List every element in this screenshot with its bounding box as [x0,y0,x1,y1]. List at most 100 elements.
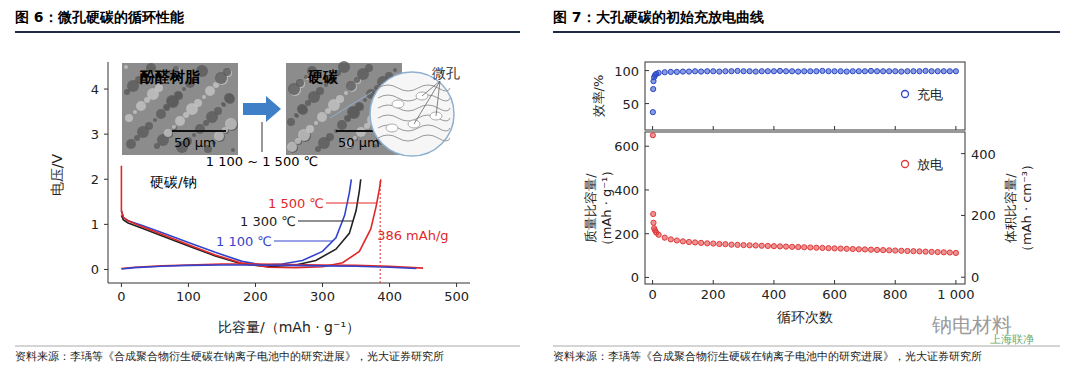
data-point [826,246,831,251]
y2-axis-label: （mAh · cm⁻³） [1019,158,1034,258]
sem-texture [344,91,348,95]
source-note: 资料来源：李瑀等《合成聚合物衍生硬碳在钠离子电池中的研究进展》，光大证券研究所 [15,350,444,363]
sem-texture [153,118,157,122]
y2-tick-label: 400 [971,147,996,162]
y-tick [645,233,649,234]
sem-texture [205,86,215,96]
micropore [392,100,404,108]
sem-texture [222,103,226,107]
data-point [868,68,873,73]
data-point [832,246,837,251]
data-point [699,240,704,245]
sem-texture [163,104,169,110]
sem-texture [295,138,301,144]
sem-image [122,63,238,155]
pore-pointer [422,81,440,96]
sem-texture [346,81,356,91]
pore-label: 微孔 [432,65,460,81]
y2-tick [961,215,965,216]
sem-texture [173,126,177,130]
x-tick-label: 200 [701,287,726,302]
data-point [923,68,928,73]
data-point [729,242,734,247]
zoom-circle [370,72,454,156]
background [0,0,1072,372]
data-point [711,69,716,74]
data-point [699,69,704,74]
sem-texture [297,104,307,114]
data-point [777,244,782,249]
sem-texture [315,146,321,152]
data-point [941,69,946,74]
sem-texture [175,116,185,126]
y-tick [645,277,649,278]
sem-texture [287,142,297,152]
data-point [662,235,667,240]
data-point [771,69,776,74]
data-point [753,243,758,248]
data-point [802,245,807,250]
data-point [651,220,656,225]
data-point [723,242,728,247]
legend-label: 放电 [917,157,943,172]
inset-label: 硬碳 [307,68,339,86]
curve-pointer [298,221,353,222]
data-point [935,249,940,254]
data-point [881,248,886,253]
y-tick [104,134,108,135]
sem-texture [354,77,360,83]
x-tick-label: 1 000 [937,287,974,302]
y-tick-label: 400 [614,183,639,198]
sem-texture [225,94,235,104]
x-tick [895,280,896,284]
data-point [862,247,867,252]
y-tick-label: 1 [91,217,99,232]
data-point [953,69,958,74]
data-point [905,69,910,74]
data-point [929,69,934,74]
data-point [868,247,873,252]
sem-texture [231,148,235,152]
y2-tick-label: 200 [971,208,996,223]
sem-texture [124,65,128,69]
x-tick [773,126,774,130]
data-point [850,69,855,74]
data-point [917,249,922,254]
data-point [796,244,801,249]
points [650,68,958,114]
y-tick [104,269,108,270]
data-point [838,246,843,251]
data-point [747,69,752,74]
sem-texture [136,101,146,111]
curve-label: 1 500 ℃ [268,196,324,211]
data-point [814,69,819,74]
x-tick-label: 200 [243,289,268,304]
data-point [668,69,673,74]
panel: 50100效率/%充电 [591,62,965,130]
source-rule [15,346,520,347]
scale-bar-label: 50 μm [174,135,216,150]
micropore [386,124,398,132]
data-point [802,69,807,74]
x-tick-label: 100 [176,289,201,304]
data-point [947,69,952,74]
sem-texture [287,118,295,126]
source-note: 资料来源：李瑀等《合成聚合物衍生硬碳在钠离子电池中的研究进展》，光大证券研究所 [553,350,982,363]
data-point [765,243,770,248]
data-point [953,250,958,255]
data-point [735,68,740,73]
sem-texture [314,121,318,125]
scale-bar [172,130,226,132]
watermark: 上海联净 [990,333,1034,346]
legend-marker [902,91,909,98]
y2-tick-label: 0 [971,270,979,285]
data-point [650,133,655,138]
sem-texture [156,109,166,119]
legend-label: 充电 [917,87,943,102]
data-point [686,69,691,74]
x-axis-label: 循环次数 [777,309,833,325]
data-point [692,69,697,74]
x-tick [895,126,896,130]
sem-texture [317,112,327,122]
sem-texture [134,135,140,141]
